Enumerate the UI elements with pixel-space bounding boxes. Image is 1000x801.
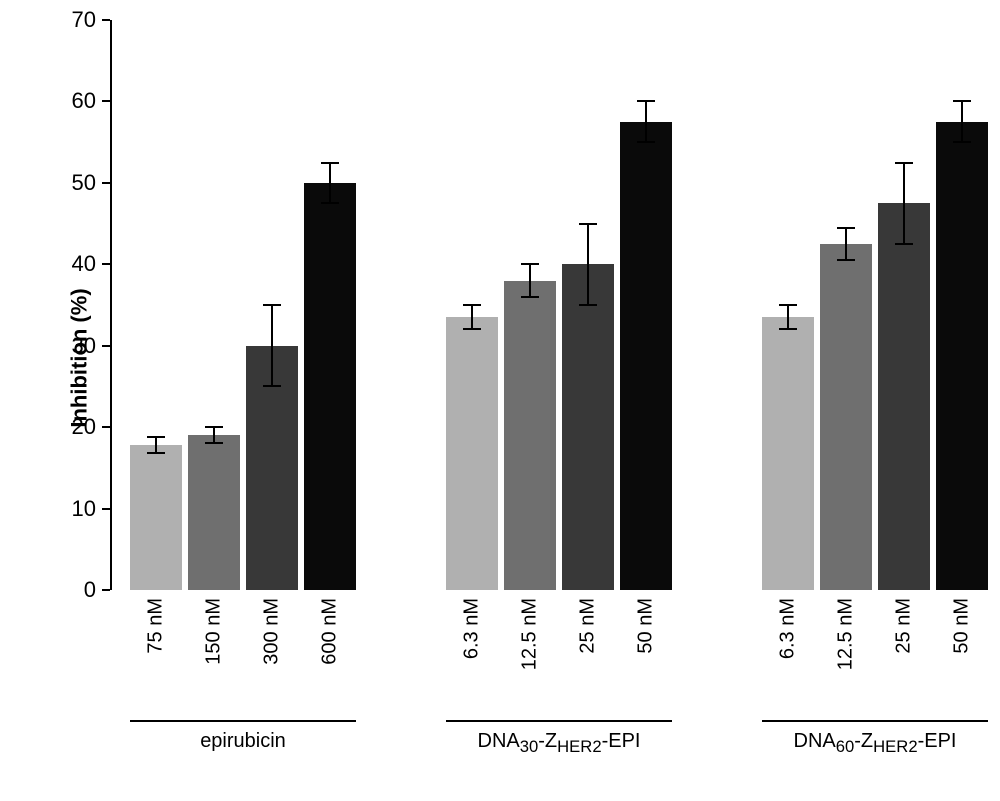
bar-concentration-label: 6.3 nM <box>461 590 484 659</box>
bar-concentration-label: 150 nM <box>203 590 226 665</box>
error-bar <box>787 305 789 329</box>
error-cap <box>463 304 481 306</box>
y-tick-label: 10 <box>72 496 110 522</box>
error-bar <box>903 163 905 244</box>
error-cap <box>953 100 971 102</box>
error-cap <box>147 452 165 454</box>
error-bar <box>645 101 647 142</box>
y-tick-label: 70 <box>72 7 110 33</box>
error-cap <box>579 304 597 306</box>
error-cap <box>521 263 539 265</box>
error-bar <box>271 305 273 386</box>
y-axis-line <box>110 20 112 590</box>
error-bar <box>845 228 847 261</box>
y-axis-title: Inhibition (%) <box>67 288 93 427</box>
bar <box>878 203 930 590</box>
bar <box>304 183 356 590</box>
bar-concentration-label: 25 nM <box>893 590 916 654</box>
error-bar <box>471 305 473 329</box>
error-bar <box>529 264 531 297</box>
group-underline <box>762 720 988 722</box>
bar-concentration-label: 12.5 nM <box>835 590 858 670</box>
group-label: DNA30-ZHER2-EPI <box>446 730 672 757</box>
error-cap <box>953 141 971 143</box>
inhibition-bar-chart: 01020304050607075 nM150 nM300 nM600 nM6.… <box>0 0 1000 801</box>
group-underline <box>446 720 672 722</box>
error-bar <box>329 163 331 204</box>
y-tick-label: 0 <box>84 577 110 603</box>
bar-concentration-label: 6.3 nM <box>777 590 800 659</box>
error-cap <box>147 436 165 438</box>
error-cap <box>263 385 281 387</box>
error-cap <box>837 259 855 261</box>
bar-concentration-label: 300 nM <box>261 590 284 665</box>
bar-concentration-label: 25 nM <box>577 590 600 654</box>
error-cap <box>463 328 481 330</box>
error-cap <box>779 304 797 306</box>
bar <box>936 122 988 590</box>
error-bar <box>155 437 157 453</box>
bar-concentration-label: 50 nM <box>635 590 658 654</box>
error-cap <box>321 162 339 164</box>
bar <box>820 244 872 590</box>
error-cap <box>579 223 597 225</box>
group-label: epirubicin <box>130 730 356 753</box>
error-bar <box>587 224 589 305</box>
bar-concentration-label: 75 nM <box>145 590 168 654</box>
error-cap <box>895 243 913 245</box>
error-cap <box>637 100 655 102</box>
bar <box>446 317 498 590</box>
group-underline <box>130 720 356 722</box>
error-bar <box>213 427 215 443</box>
y-tick-label: 40 <box>72 251 110 277</box>
error-cap <box>321 202 339 204</box>
bar <box>762 317 814 590</box>
error-cap <box>263 304 281 306</box>
error-cap <box>205 442 223 444</box>
plot-area: 01020304050607075 nM150 nM300 nM600 nM6.… <box>110 20 970 590</box>
bar <box>130 445 182 590</box>
error-cap <box>205 426 223 428</box>
error-cap <box>895 162 913 164</box>
error-cap <box>637 141 655 143</box>
error-cap <box>521 296 539 298</box>
bar-concentration-label: 12.5 nM <box>519 590 542 670</box>
error-cap <box>837 227 855 229</box>
error-bar <box>961 101 963 142</box>
bar <box>620 122 672 590</box>
bar-concentration-label: 50 nM <box>951 590 974 654</box>
bar <box>562 264 614 590</box>
group-label: DNA60-ZHER2-EPI <box>762 730 988 757</box>
bar <box>504 281 556 590</box>
y-tick-label: 50 <box>72 170 110 196</box>
bar <box>188 435 240 590</box>
y-tick-label: 60 <box>72 88 110 114</box>
error-cap <box>779 328 797 330</box>
bar-concentration-label: 600 nM <box>319 590 342 665</box>
